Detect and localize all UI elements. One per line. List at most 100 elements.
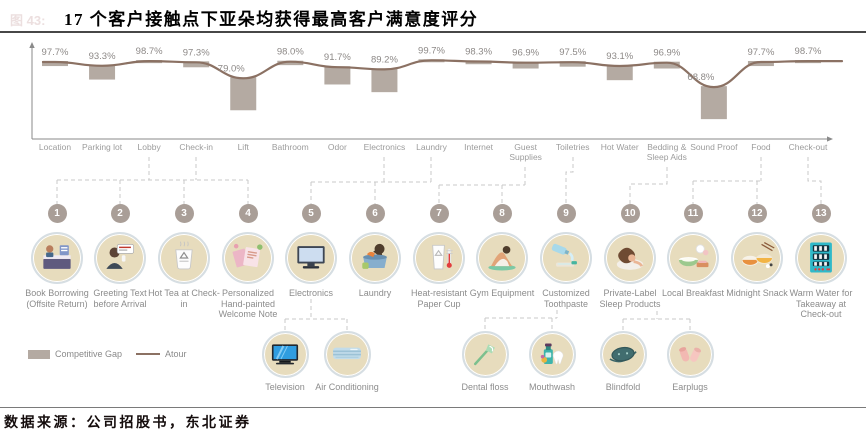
- competitive-gap-bar: [89, 64, 116, 80]
- service-number-badge: 10: [620, 204, 640, 223]
- value-label: 97.5%: [559, 47, 586, 58]
- category-label: Lobby: [138, 142, 162, 152]
- value-label: 97.7%: [42, 47, 69, 58]
- service-icon-circle: [731, 232, 783, 284]
- service-label: Gym Equipment: [469, 288, 535, 298]
- welcome-note-icon: [232, 243, 263, 268]
- sub-service-label: Earplugs: [672, 382, 708, 392]
- value-label: 98.0%: [277, 47, 304, 58]
- category-label: Food: [751, 142, 771, 152]
- service-icon-circle: [94, 232, 146, 284]
- service-icon-circle: [604, 232, 656, 284]
- category-label: Lift: [238, 142, 250, 152]
- atour-legend-label: Atour: [165, 349, 187, 359]
- competitive-gap-bar: [700, 86, 727, 120]
- service-label: Electronics: [288, 288, 333, 298]
- sub-service-icon-circle: [323, 331, 371, 378]
- connector-dashed-line: [565, 157, 574, 204]
- figure-title: 17 个客户接触点下亚朵均获得最高客户满意度评分: [64, 10, 479, 29]
- sub-service-item: Mouthwash: [516, 331, 588, 393]
- service-item-3: 3 Hot Tea at Check-in: [145, 204, 223, 309]
- service-icon-circle: [31, 232, 83, 284]
- service-item-11: 11 Local Breakfast: [654, 204, 732, 299]
- service-number-badge: 1: [47, 204, 67, 223]
- competitive-gap-bar: [512, 61, 539, 69]
- value-label: 98.7%: [795, 46, 822, 57]
- competitive-gap-bar: [371, 68, 398, 93]
- service-item-2: 2 Greeting Text before Arrival: [81, 204, 159, 309]
- service-item-7: 7 Heat-resistant Paper Cup: [400, 204, 478, 309]
- category-label: Hot Water: [601, 142, 639, 152]
- service-label: Laundry: [358, 288, 392, 298]
- earplugs-icon: [679, 346, 702, 362]
- service-label: Book Borrowing (Offsite Return): [25, 288, 89, 309]
- sub-service-item: Air Conditioning: [311, 331, 383, 393]
- service-number-badge: 7: [429, 204, 449, 223]
- footer-divider: [0, 407, 866, 408]
- value-label: 97.7%: [747, 47, 774, 58]
- competitive-gap-bar: [606, 65, 633, 81]
- mouthwash-icon: [540, 343, 564, 364]
- value-label: 93.3%: [89, 51, 116, 62]
- service-number-badge: 5: [301, 204, 321, 223]
- sub-service-icon-circle: [261, 331, 309, 378]
- service-icon-circle: [349, 232, 401, 284]
- atour-line: [41, 59, 844, 89]
- sub-service-icon-circle: [599, 331, 647, 378]
- service-icon-circle: [667, 232, 719, 284]
- value-label: 91.7%: [324, 52, 351, 63]
- breakfast-icon: [678, 244, 709, 268]
- sub-service-label: Air Conditioning: [315, 382, 379, 392]
- sub-service-label: Dental floss: [461, 382, 509, 392]
- service-label: Customized Toothpaste: [542, 288, 590, 309]
- service-icon-circle: [413, 232, 465, 284]
- competitive-gap-bar: [42, 61, 68, 67]
- service-item-5: 5 Electronics: [272, 204, 350, 299]
- figure-number-ghost: 图 43:: [10, 13, 46, 28]
- value-label: 98.3%: [465, 46, 492, 57]
- service-label: Private-Label Sleep Products: [599, 288, 661, 309]
- category-label: Toiletries: [556, 142, 590, 152]
- laundry-basket-icon: [362, 243, 387, 269]
- service-icon-circle: [285, 232, 337, 284]
- television-icon: [271, 343, 299, 364]
- sub-service-label: Mouthwash: [528, 382, 576, 392]
- category-label: Guest Supplies: [509, 142, 542, 162]
- service-number-badge: 9: [556, 204, 576, 223]
- service-icon-circle: [158, 232, 210, 284]
- category-label: Check-in: [179, 142, 213, 152]
- value-label: 98.7%: [136, 46, 163, 57]
- competitive-gap-bar: [230, 77, 257, 111]
- service-label: Heat-resistant Paper Cup: [410, 288, 468, 309]
- service-icon-circle: [540, 232, 592, 284]
- value-label: 68.8%: [687, 72, 714, 83]
- service-item-1: 1 Book Borrowing (Offsite Return): [18, 204, 96, 309]
- service-number-badge: 3: [174, 204, 194, 223]
- competitive-gap-bar: [183, 61, 210, 68]
- service-item-4: 4 Personalized Hand-painted Welcome Note: [209, 204, 287, 320]
- category-label: Electronics: [364, 142, 406, 152]
- service-label: Hot Tea at Check-in: [148, 288, 220, 309]
- data-source-note: 数据来源：公司招股书，东北证券: [4, 416, 252, 431]
- value-label: 96.9%: [653, 48, 680, 59]
- value-label: 89.2%: [371, 54, 398, 65]
- service-number-badge: 4: [238, 204, 258, 223]
- service-number-badge: 6: [365, 204, 385, 223]
- service-icon-circle: [222, 232, 274, 284]
- connector-dashed-line: [629, 167, 668, 204]
- monitor-icon: [297, 246, 325, 269]
- category-label: Location: [39, 142, 71, 152]
- category-label: Laundry: [416, 142, 447, 152]
- service-label: Personalized Hand-painted Welcome Note: [218, 288, 278, 319]
- value-label: 97.3%: [183, 47, 210, 58]
- sub-service-item: Blindfold: [587, 331, 659, 393]
- library-books-icon: [43, 245, 71, 269]
- service-number-badge: 2: [110, 204, 130, 223]
- dental-floss-icon: [473, 343, 495, 365]
- competitive-gap-bar: [559, 61, 586, 67]
- category-label: Internet: [464, 142, 493, 152]
- service-label: Greeting Text before Arrival: [93, 288, 147, 309]
- service-item-9: 9 Customized Toothpaste: [527, 204, 605, 309]
- tea-cup-icon: [175, 241, 193, 270]
